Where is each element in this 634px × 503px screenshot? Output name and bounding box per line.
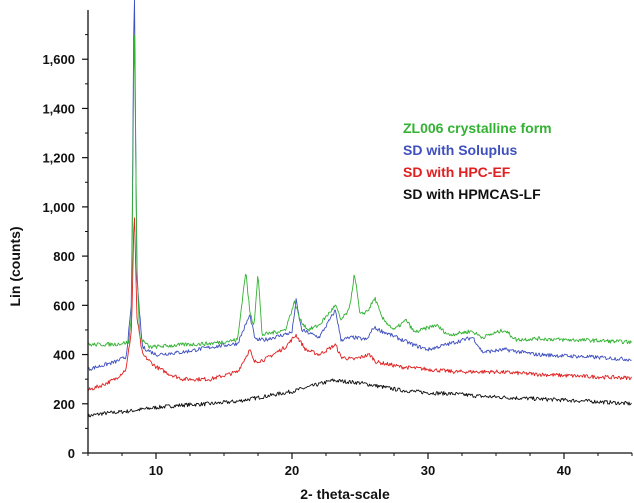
legend: ZL006 crystalline form SD with Soluplus SD…: [403, 120, 552, 202]
y-tick-label: 1,200: [42, 151, 75, 166]
legend-entry-1: SD with Soluplus: [403, 142, 518, 158]
y-tick-label: 400: [53, 348, 75, 363]
y-tick-label: 1,600: [42, 52, 75, 67]
y-tick-label: 0: [68, 446, 75, 461]
x-tick-label: 40: [557, 463, 571, 478]
axes-layer: [87, 10, 632, 454]
legend-entry-2: SD with HPC-EF: [403, 164, 511, 180]
series-line-2: [87, 217, 632, 391]
legend-entry-0: ZL006 crystalline form: [403, 120, 552, 136]
x-tick-label: 30: [421, 463, 435, 478]
series-line-3: [87, 378, 632, 419]
x-tick-label: 10: [149, 463, 163, 478]
y-axis-title: Lin (counts): [7, 226, 23, 306]
x-axis-title: 2- theta-scale: [300, 486, 390, 502]
y-tick-label: 200: [53, 397, 75, 412]
y-tick-label: 600: [53, 298, 75, 313]
x-tick-label: 20: [285, 463, 299, 478]
series-line-1: [87, 0, 632, 371]
legend-entry-3: SD with HPMCAS-LF: [403, 186, 541, 202]
plot-series-layer: [87, 0, 632, 419]
tick-layer: 0 200 400 600 800 1,000 1,200 1,400 1,600 10 20 30 4…: [42, 34, 633, 478]
series-line-0: [87, 34, 632, 349]
y-tick-label: 1,000: [42, 200, 75, 215]
y-tick-label: 1,400: [42, 101, 75, 116]
y-tick-label: 800: [53, 249, 75, 264]
